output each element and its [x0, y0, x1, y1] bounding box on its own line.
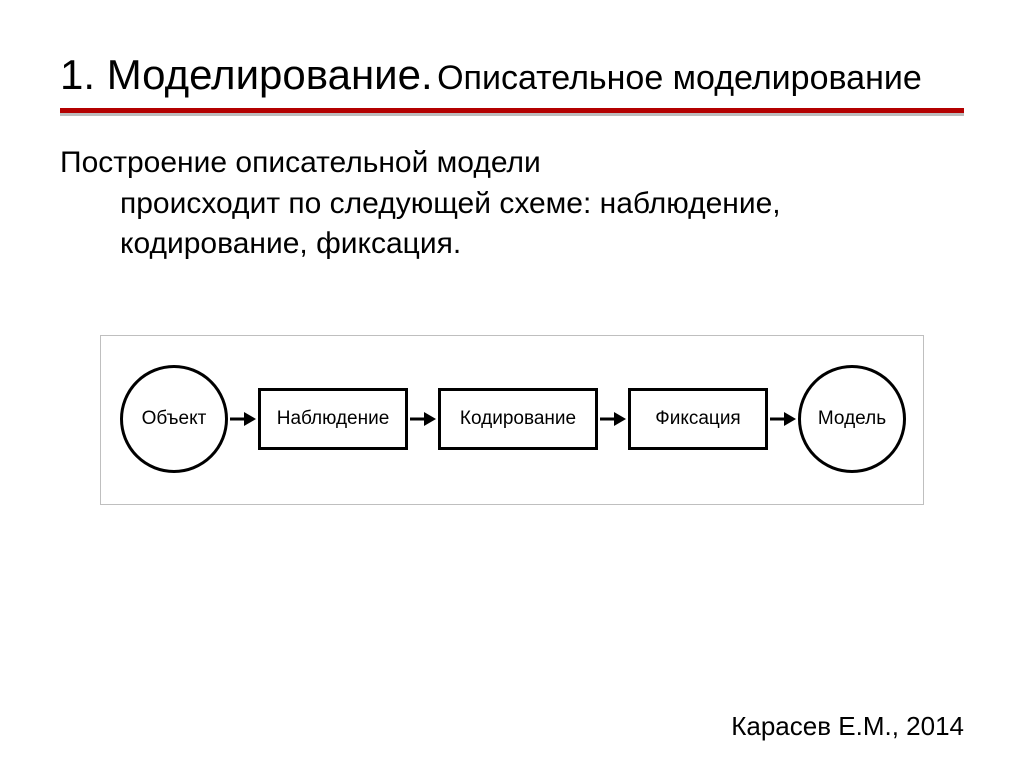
node-model-label: Модель [818, 408, 886, 430]
node-object: Объект [120, 365, 228, 473]
title-underline [60, 108, 964, 113]
node-fix: Фиксация [628, 388, 768, 450]
title-block: 1. Моделирование. Описательное моделиров… [60, 50, 964, 100]
node-observe-label: Наблюдение [277, 408, 390, 430]
body-line-2: происходит по следующей схеме: наблюдени… [60, 184, 964, 265]
arrow-icon [410, 412, 436, 426]
diagram-row: Объект Наблюдение Кодирование Фиксация М… [120, 365, 904, 473]
node-fix-label: Фиксация [655, 408, 740, 430]
body-text: Построение описательной модели происходи… [60, 143, 964, 265]
node-observe: Наблюдение [258, 388, 408, 450]
title-main: 1. Моделирование. [60, 51, 433, 98]
node-encode: Кодирование [438, 388, 598, 450]
slide: 1. Моделирование. Описательное моделиров… [0, 0, 1024, 768]
arrow-icon [230, 412, 256, 426]
node-encode-label: Кодирование [460, 408, 576, 430]
arrow-icon [600, 412, 626, 426]
title-sub: Описательное моделирование [437, 59, 922, 97]
node-object-label: Объект [142, 408, 207, 430]
arrow-icon [770, 412, 796, 426]
diagram: Объект Наблюдение Кодирование Фиксация М… [60, 335, 964, 505]
node-model: Модель [798, 365, 906, 473]
body-line-1: Построение описательной модели [60, 146, 541, 179]
footer-citation: Карасев Е.М., 2014 [731, 711, 964, 742]
